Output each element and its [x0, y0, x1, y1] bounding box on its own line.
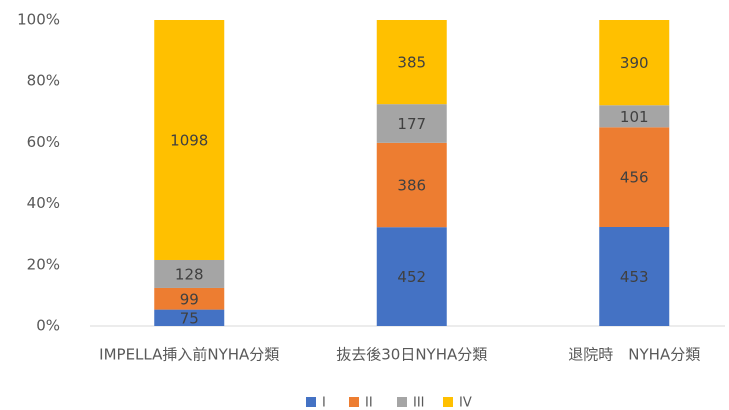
data-label: 177	[397, 115, 426, 133]
data-label: 101	[620, 108, 649, 126]
legend-swatch	[397, 397, 407, 407]
y-tick-label: 20%	[27, 255, 60, 273]
bar-segment	[599, 105, 670, 128]
bar-segment	[376, 227, 447, 326]
data-label: 390	[620, 54, 649, 72]
bar-segment	[599, 226, 670, 326]
x-tick-label: 退院時 NYHA分類	[568, 346, 700, 364]
bar-segment	[154, 259, 225, 288]
bar-segment	[376, 142, 447, 228]
data-label: 1098	[170, 131, 208, 149]
data-label: 385	[397, 54, 426, 72]
bar-segment	[154, 287, 225, 310]
x-tick-label: IMPELLA挿入前NYHA分類	[99, 346, 279, 364]
legend-swatch	[306, 397, 316, 407]
legend-label: I	[322, 396, 326, 410]
bar-segment	[376, 20, 447, 105]
legend-swatch	[349, 397, 359, 407]
bar-segment	[154, 20, 225, 260]
data-label: 75	[180, 309, 199, 327]
y-tick-label: 80%	[27, 72, 60, 90]
data-label: 453	[620, 268, 649, 286]
legend-label: III	[413, 396, 425, 410]
legend-swatch	[443, 397, 453, 407]
y-tick-label: 40%	[27, 194, 60, 212]
x-tick-label: 抜去後30日NYHA分類	[336, 346, 487, 364]
y-tick-label: 0%	[36, 317, 60, 335]
data-label: 452	[397, 268, 426, 286]
bar-segment	[599, 127, 670, 227]
data-label: 386	[397, 177, 426, 195]
bar-segment	[376, 104, 447, 143]
y-tick-label: 60%	[27, 133, 60, 151]
data-label: 99	[180, 290, 199, 308]
legend-label: II	[365, 396, 373, 410]
bar-segment	[154, 309, 225, 326]
legend-label: IV	[459, 396, 472, 410]
y-tick-label: 100%	[17, 11, 60, 29]
data-label: 128	[175, 265, 204, 283]
data-label: 456	[620, 169, 649, 187]
bar-segment	[599, 20, 670, 106]
